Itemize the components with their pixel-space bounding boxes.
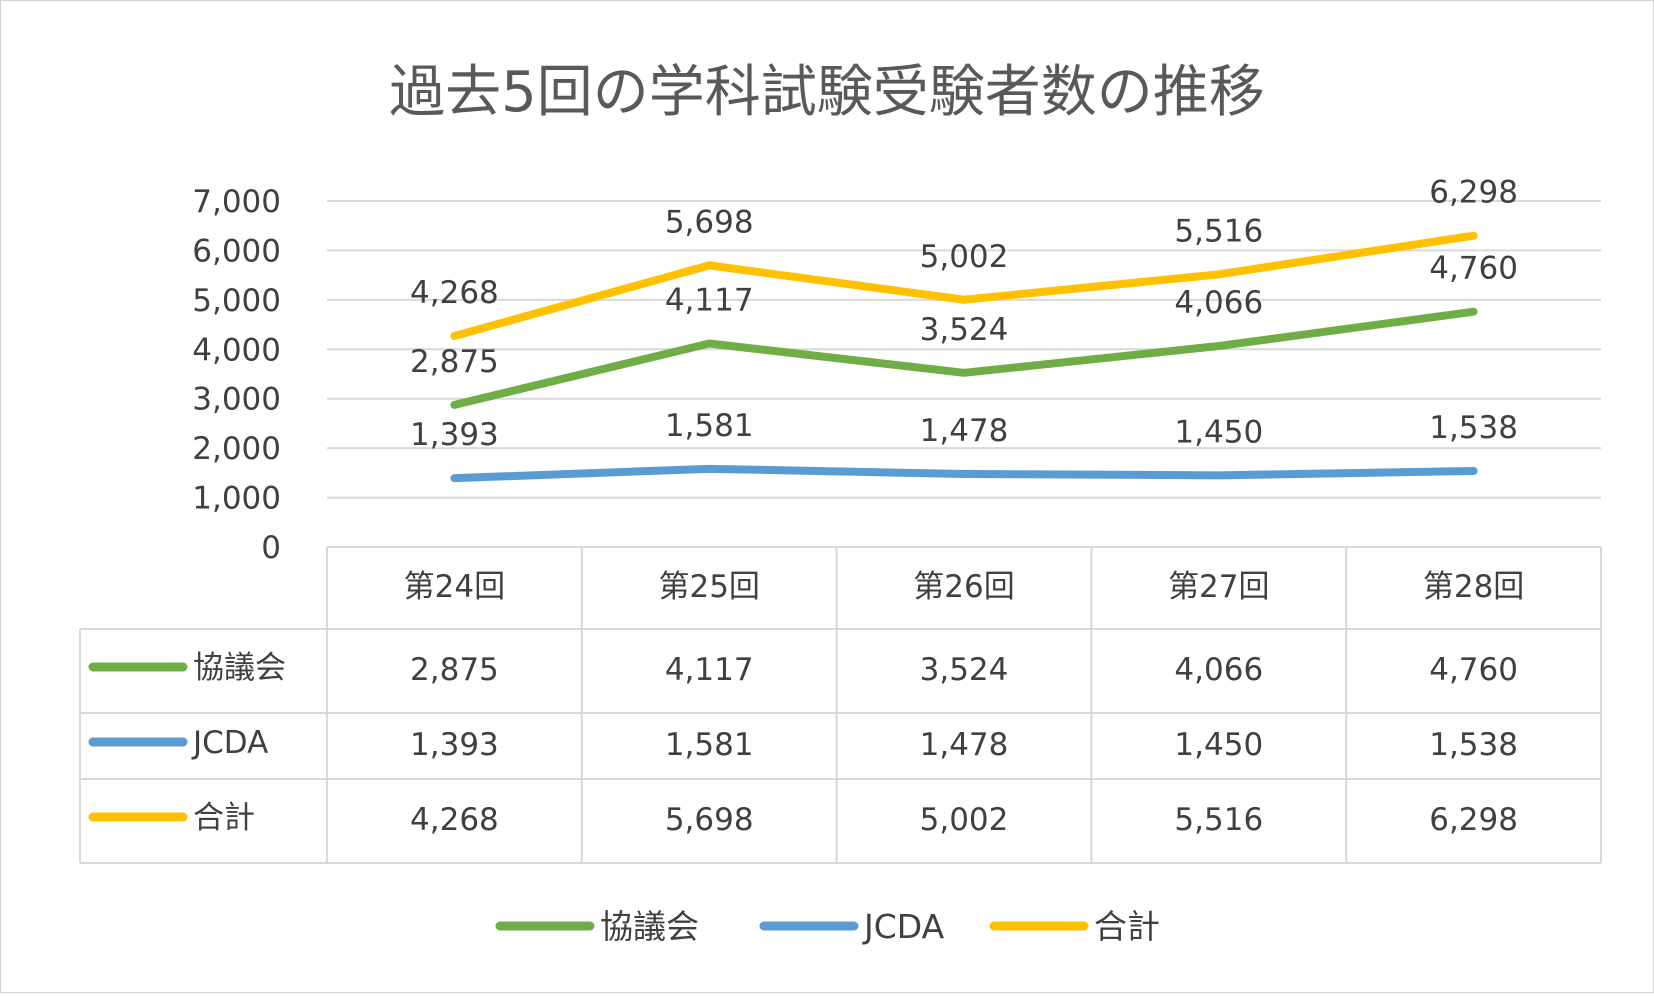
data-label: 4,268 bbox=[410, 275, 499, 311]
y-tick-label: 1,000 bbox=[192, 481, 281, 517]
table-cell: 2,875 bbox=[410, 652, 499, 688]
legend-label: 合計 bbox=[1094, 907, 1160, 946]
table-cell: 1,581 bbox=[665, 727, 754, 763]
table-cell: 4,117 bbox=[665, 652, 754, 688]
y-tick-label: 0 bbox=[261, 530, 281, 566]
table-cell: 4,268 bbox=[410, 802, 499, 838]
y-tick-label: 4,000 bbox=[192, 332, 281, 368]
table-cell: 1,478 bbox=[920, 727, 1009, 763]
data-label: 5,698 bbox=[665, 204, 754, 240]
table-cell: 5,516 bbox=[1174, 802, 1263, 838]
data-label: 1,538 bbox=[1429, 410, 1518, 446]
category-label: 第25回 bbox=[658, 569, 759, 605]
table-cell: 5,698 bbox=[665, 802, 754, 838]
table-cell: 1,538 bbox=[1429, 727, 1518, 763]
row-series-name: 協議会 bbox=[193, 650, 286, 686]
legend-label: 協議会 bbox=[600, 907, 699, 946]
series-line-0 bbox=[450, 307, 1478, 409]
data-label: 4,760 bbox=[1429, 251, 1518, 287]
y-tick-label: 2,000 bbox=[192, 431, 281, 467]
series-line-2 bbox=[450, 231, 1478, 341]
data-label: 4,066 bbox=[1174, 285, 1263, 321]
row-series-name: 合計 bbox=[193, 800, 255, 836]
data-label: 3,524 bbox=[920, 312, 1009, 348]
category-label: 第26回 bbox=[913, 569, 1014, 605]
data-label: 1,581 bbox=[665, 408, 754, 444]
category-label: 第28回 bbox=[1423, 569, 1524, 605]
data-label: 1,478 bbox=[920, 413, 1009, 449]
category-label: 第24回 bbox=[404, 569, 505, 605]
chart-title: 過去5回の学科試験受験者数の推移 bbox=[389, 60, 1265, 125]
y-tick-label: 6,000 bbox=[192, 233, 281, 269]
data-label: 4,117 bbox=[665, 283, 754, 319]
table-cell: 1,393 bbox=[410, 727, 499, 763]
table-cell: 1,450 bbox=[1174, 727, 1263, 763]
table-cell: 6,298 bbox=[1429, 802, 1518, 838]
y-tick-label: 3,000 bbox=[192, 382, 281, 418]
y-tick-label: 5,000 bbox=[192, 283, 281, 319]
row-series-name: JCDA bbox=[191, 725, 268, 761]
table-cell: 5,002 bbox=[920, 802, 1009, 838]
data-label: 1,450 bbox=[1174, 414, 1263, 450]
data-label: 5,002 bbox=[920, 239, 1009, 275]
data-label: 1,393 bbox=[410, 417, 499, 453]
series-line-1 bbox=[450, 464, 1478, 483]
data-label: 2,875 bbox=[410, 344, 499, 380]
data-label: 6,298 bbox=[1429, 175, 1518, 211]
table-cell: 4,760 bbox=[1429, 652, 1518, 688]
category-label: 第27回 bbox=[1168, 569, 1269, 605]
y-tick-label: 7,000 bbox=[192, 184, 281, 220]
table-cell: 3,524 bbox=[920, 652, 1009, 688]
legend-label: JCDA bbox=[862, 907, 945, 946]
data-label: 5,516 bbox=[1174, 213, 1263, 249]
table-cell: 4,066 bbox=[1174, 652, 1263, 688]
